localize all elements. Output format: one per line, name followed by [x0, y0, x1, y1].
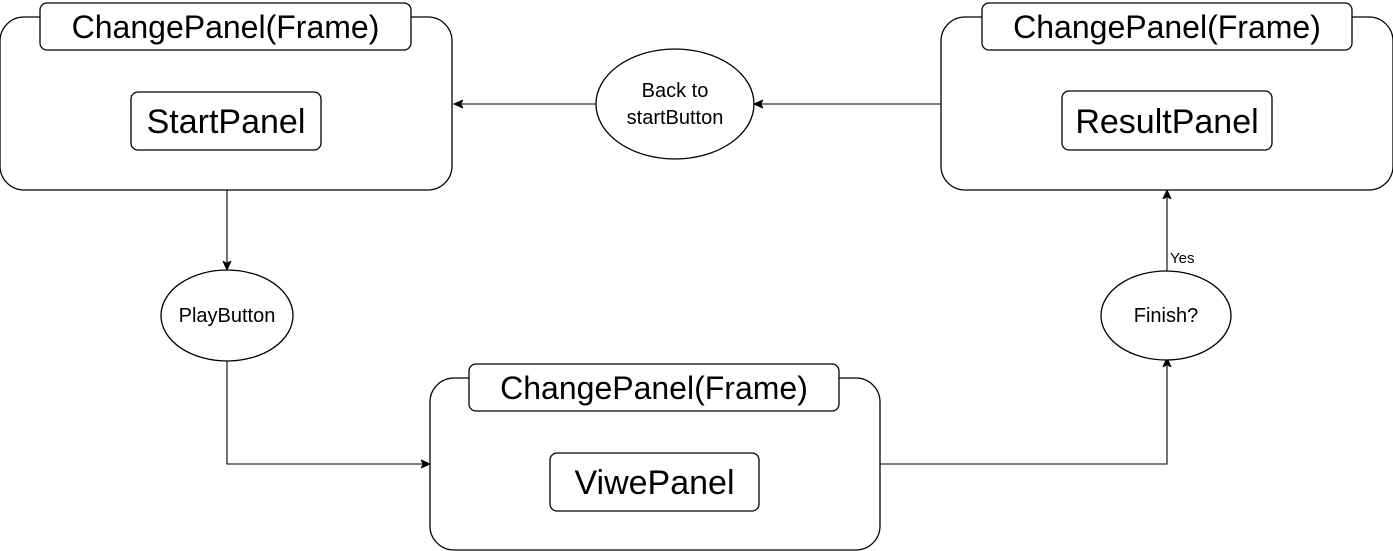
node-finish: Finish? — [1100, 270, 1232, 361]
frame-start-tag: ChangePanel(Frame) — [39, 2, 412, 51]
frame-view-title: ChangePanel(Frame) — [500, 370, 808, 406]
node-back-line2: startButton — [627, 107, 724, 129]
result-panel-box: ResultPanel — [1061, 90, 1273, 151]
start-panel-label: StartPanel — [147, 103, 306, 141]
edge-play-to-view — [226, 361, 430, 464]
edge-view-to-finish — [880, 358, 1167, 465]
frame-view-tag: ChangePanel(Frame) — [468, 363, 840, 412]
edge-label-yes: Yes — [1170, 250, 1194, 267]
frame-view: ChangePanel(Frame) ViwePanel — [429, 363, 881, 551]
frame-start-title: ChangePanel(Frame) — [72, 9, 380, 45]
node-play-button: PlayButton — [160, 269, 294, 362]
node-back-line1: Back to — [642, 80, 709, 102]
node-finish-label: Finish? — [1134, 305, 1198, 327]
frame-result-tag: ChangePanel(Frame) — [981, 2, 1353, 51]
view-panel-box: ViwePanel — [549, 452, 760, 512]
frame-result-title: ChangePanel(Frame) — [1013, 9, 1321, 45]
node-back-to-start: Back to startButton — [595, 48, 755, 160]
view-panel-label: ViwePanel — [574, 464, 734, 502]
frame-result: ChangePanel(Frame) ResultPanel — [940, 2, 1393, 191]
result-panel-label: ResultPanel — [1075, 103, 1258, 141]
frame-start: ChangePanel(Frame) StartPanel — [0, 2, 453, 191]
start-panel-box: StartPanel — [130, 91, 322, 151]
node-play-label: PlayButton — [179, 305, 276, 327]
